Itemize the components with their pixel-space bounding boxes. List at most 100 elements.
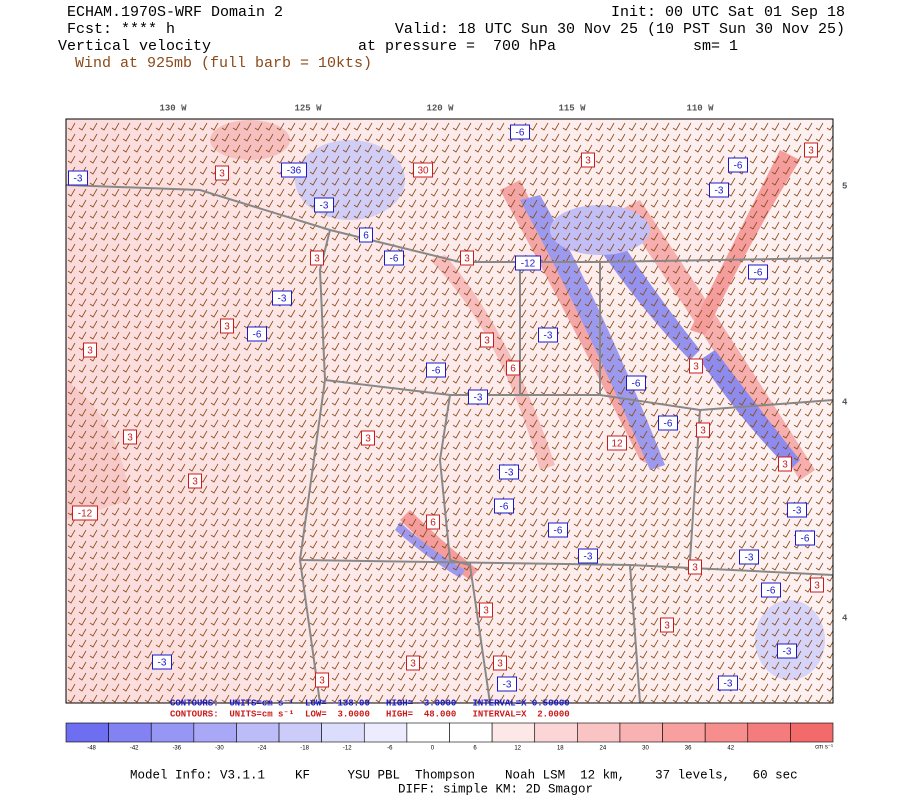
contour-info-positive: CONTOURS: UNITS=cm s⁻¹ LOW= 3.0000 HIGH=… — [170, 709, 570, 719]
latitude-label: 4 — [842, 397, 848, 407]
colorbar-tick: 12 — [514, 746, 521, 752]
contour-label: -3 — [584, 552, 593, 563]
contour-label: 6 — [430, 518, 436, 529]
contour-label: -12 — [521, 259, 536, 270]
colorbar-cell — [108, 722, 152, 743]
contour-label-box — [787, 502, 807, 518]
init-time: Init: 00 UTC Sat 01 Sep 18 — [611, 4, 845, 21]
longitude-label: 110 W — [686, 103, 714, 113]
contour-label-box — [497, 676, 517, 692]
contour-label: 3 — [585, 156, 591, 167]
contour-label-box — [413, 162, 433, 178]
colorbar-cell — [236, 722, 280, 743]
contour-label-box — [494, 498, 514, 514]
colorbar-unit: cm s⁻¹ — [815, 745, 833, 751]
colorbar-tick: 6 — [473, 746, 477, 752]
colorbar-cell — [619, 722, 663, 743]
colorbar-cell — [534, 722, 578, 743]
colorbar-cell — [321, 722, 365, 743]
contour-label-box — [578, 548, 598, 564]
contour-label: -6 — [516, 128, 525, 139]
field: Vertical velocity — [58, 38, 211, 55]
contour-label: 12 — [611, 439, 623, 450]
contour-label: -3 — [320, 201, 329, 212]
contour-label-box — [795, 530, 815, 546]
contour-label-box — [215, 165, 229, 181]
colorbar-tick: 18 — [557, 746, 564, 752]
wind-barbs — [66, 119, 833, 703]
colorbar-tick: 42 — [727, 746, 734, 752]
contour-label-box — [777, 643, 797, 659]
colorbar-cell — [577, 722, 621, 743]
contour-label-box — [152, 654, 172, 670]
longitude-label: 130 W — [159, 103, 187, 113]
contour-label-box — [739, 549, 759, 565]
map: -3 3 -36-363 -630-33-63-63 -6-33-6-123-33-6 6… — [65, 118, 834, 704]
colorbar-cell — [363, 722, 408, 743]
contour-label: 3 — [814, 581, 820, 592]
contour-label: 3 — [483, 606, 489, 617]
contour-label-box — [406, 655, 420, 671]
contour-label-box — [778, 456, 792, 472]
contour-label: 3 — [319, 676, 325, 687]
contour-label: -3 — [783, 647, 792, 658]
colorbar-cell — [406, 722, 450, 743]
contour-label: 3 — [192, 477, 198, 488]
contour-label-box — [515, 255, 541, 271]
colorbar-tick: 36 — [685, 746, 692, 752]
colorbar-tick: -6 — [387, 746, 393, 752]
contour-label-box — [384, 250, 404, 266]
colorbar-tick: 0 — [431, 746, 435, 752]
colorbar-tick: -48 — [87, 746, 96, 752]
contour-label: -3 — [724, 679, 733, 690]
contour-label-box — [696, 422, 710, 438]
contour-info-negative: CONTOURS: UNITS=cm s⁻¹ LOW= -138.00 HIGH… — [170, 698, 570, 708]
contour-label: 3 — [693, 362, 699, 373]
longitude-label: 125 W — [294, 103, 322, 113]
contour-label-box — [468, 389, 488, 405]
contour-label: -3 — [745, 553, 754, 564]
contour-label: 6 — [363, 231, 369, 242]
contour-label-box — [480, 332, 494, 348]
wind-note: Wind at 925mb (full barb = 10kts) — [75, 55, 372, 72]
level: at pressure = 700 hPa — [358, 38, 556, 55]
contour-label: -3 — [158, 658, 167, 669]
contour-label-box — [728, 157, 748, 173]
forecast: Fcst: **** h — [67, 21, 175, 38]
contour-label: 3 — [224, 322, 230, 333]
contour-label: 3 — [692, 563, 698, 574]
contour-label: 3 — [782, 460, 788, 471]
contour-label-box — [499, 464, 519, 480]
contour-label-box — [315, 672, 329, 688]
contour-label-box — [361, 430, 375, 446]
colorbar-cell — [150, 722, 195, 743]
model-info: Model Info: V3.1.1 KF YSU PBL Thompson N… — [130, 768, 798, 782]
contour-label: 3 — [464, 254, 470, 265]
diff-info: DIFF: simple KM: 2D Smagor — [398, 782, 593, 796]
contour-label-box — [220, 318, 234, 334]
contour-label: 3 — [127, 433, 133, 444]
contour-label: -6 — [253, 330, 262, 341]
longitude-label: 115 W — [558, 103, 586, 113]
contour-label-box — [748, 264, 768, 280]
contour-label: 3 — [219, 169, 225, 180]
contour-label: -3 — [278, 294, 287, 305]
contour-label: 3 — [314, 254, 320, 265]
contour-label: 6 — [510, 364, 516, 375]
contour-label: -6 — [500, 502, 509, 513]
contour-label-box — [581, 152, 595, 168]
contour-label-box — [804, 142, 818, 158]
colorbar-tick: 30 — [642, 746, 649, 752]
contour-label-box — [426, 514, 440, 530]
contour-label-box — [626, 375, 646, 391]
contour-label-box — [68, 170, 88, 186]
contour-label: -6 — [432, 366, 441, 377]
contour-label: -3 — [74, 174, 83, 185]
contour-label-box — [493, 655, 507, 671]
contour-label: -6 — [734, 161, 743, 172]
latitude-label: 5 — [842, 181, 847, 191]
contour-label: -12 — [78, 509, 93, 520]
contour-label: 30 — [417, 166, 429, 177]
colorbar-tick: -30 — [215, 746, 224, 752]
latitude-label: 4 — [842, 613, 848, 623]
